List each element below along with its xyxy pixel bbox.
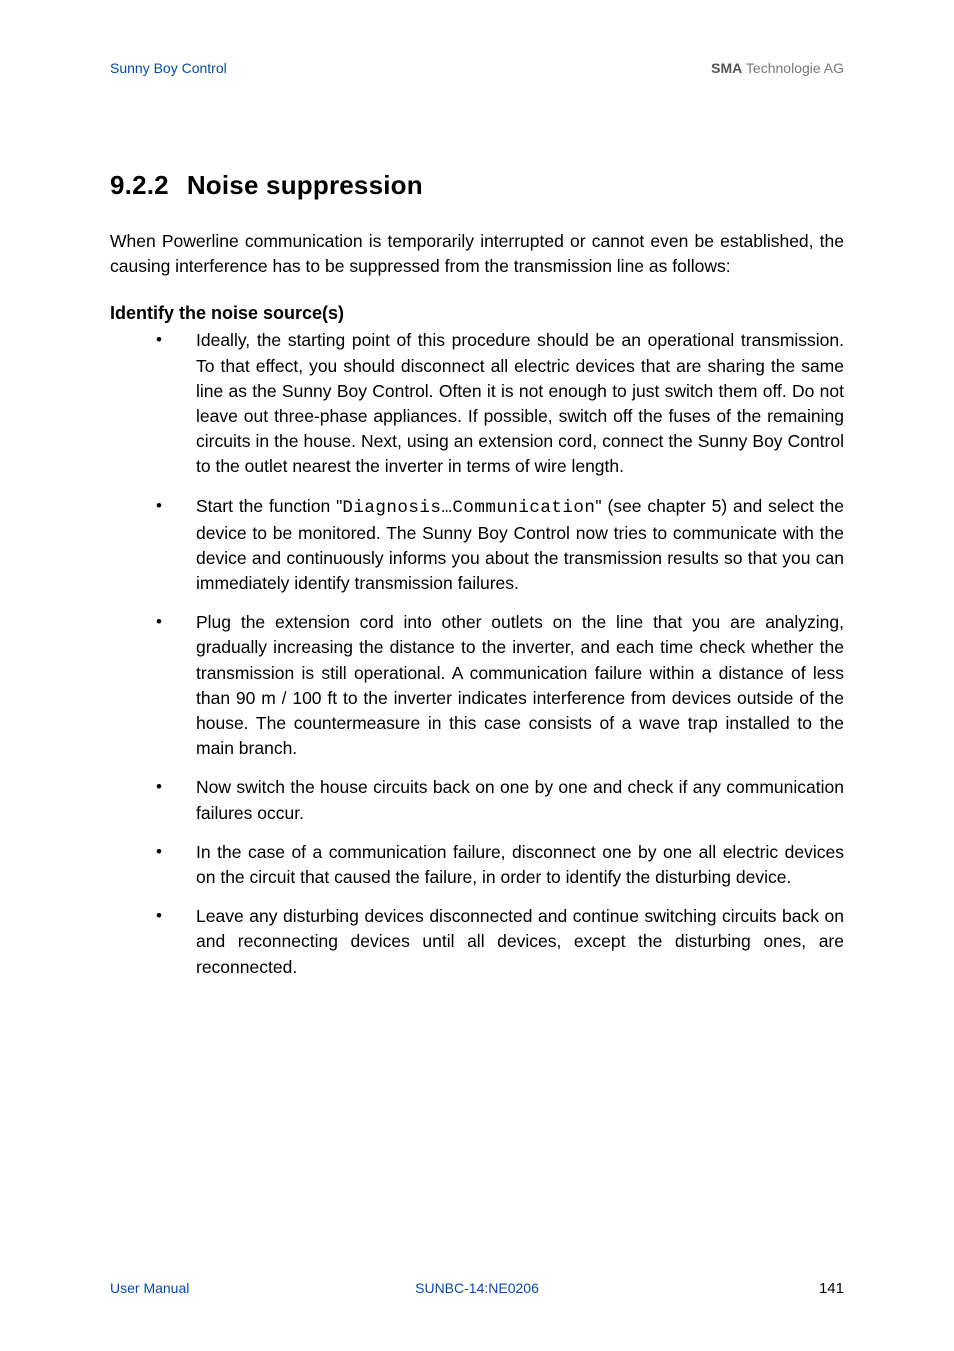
bullet-2-mono: Diagnosis…Communication [342,498,595,518]
bullet-2-pre: Start the function " [196,496,342,516]
list-item: Ideally, the starting point of this proc… [156,328,844,479]
list-item: Now switch the house circuits back on on… [156,775,844,825]
section-heading: 9.2.2 Noise suppression [110,170,844,201]
list-item: Leave any disturbing devices disconnecte… [156,904,844,980]
runhead-right-rest: Technologie AG [742,60,844,76]
runhead-right: SMA Technologie AG [711,60,844,76]
subheading: Identify the noise source(s) [110,303,844,324]
list-item: Plug the extension cord into other outle… [156,610,844,761]
runhead-right-bold: SMA [711,60,742,76]
list-item: In the case of a communication failure, … [156,840,844,890]
section-title: Noise suppression [187,170,423,200]
bullet-list: Ideally, the starting point of this proc… [110,328,844,979]
page-footer: User Manual SUNBC-14:NE0206 141 [110,1280,844,1297]
page-content: 9.2.2 Noise suppression When Powerline co… [110,0,844,980]
running-header: Sunny Boy Control SMA Technologie AG [110,60,844,76]
runhead-left: Sunny Boy Control [110,60,227,76]
footer-center: SUNBC-14:NE0206 [110,1280,844,1296]
intro-paragraph: When Powerline communication is temporar… [110,229,844,279]
list-item: Start the function "Diagnosis…Communicat… [156,494,844,597]
section-number: 9.2.2 [110,170,169,201]
